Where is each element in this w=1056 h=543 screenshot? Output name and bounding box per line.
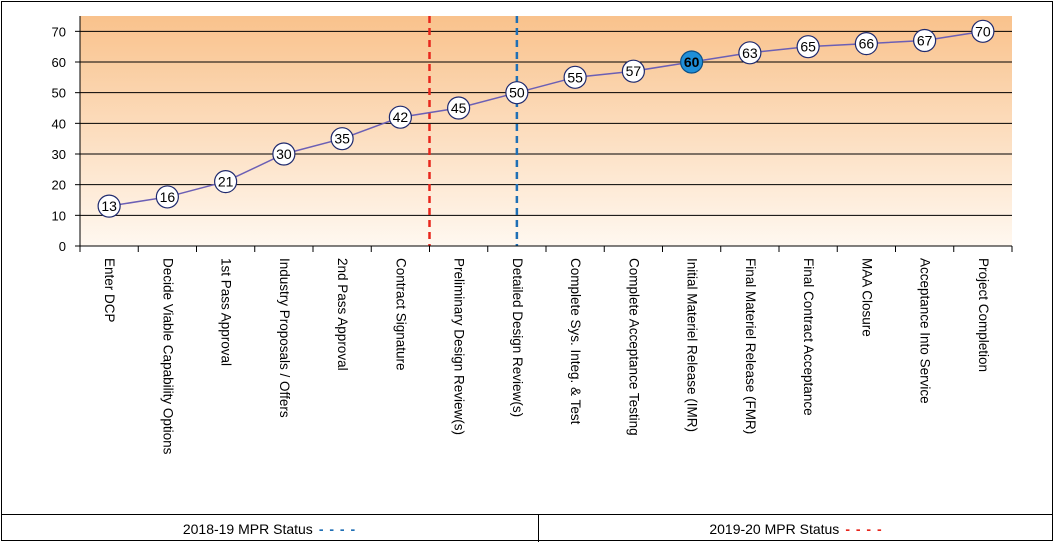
x-category-label: Detailed Design Review(s)	[510, 258, 525, 417]
x-category-label: Complete Acceptance Testing	[626, 258, 641, 436]
data-point-0: 13	[97, 194, 121, 218]
data-point-8: 55	[563, 65, 587, 89]
data-label: 65	[800, 39, 816, 55]
status-markers	[428, 16, 519, 246]
data-point-4: 35	[330, 127, 354, 151]
x-category-label: Decide Viable Capability Options	[160, 258, 175, 455]
series-line	[109, 30, 983, 207]
data-point-13: 66	[854, 31, 878, 56]
point-marker	[680, 50, 704, 74]
data-point-11: 63	[738, 41, 762, 65]
point-marker	[214, 170, 238, 194]
data-label: 16	[160, 189, 176, 205]
point-marker	[796, 35, 820, 59]
y-tick-label: 70	[52, 24, 66, 39]
x-category-label: MAA Closure	[859, 258, 874, 337]
data-point-15: 70	[971, 19, 995, 43]
category-labels: Enter DCP Decide Viable Capability Option…	[102, 258, 991, 455]
point-marker	[854, 31, 878, 56]
data-label: 63	[742, 45, 758, 61]
data-label: 67	[917, 33, 933, 49]
footer-2019-20-status: 2019-20 MPR Status - - - -	[539, 515, 1053, 542]
data-label: 50	[509, 85, 525, 101]
data-label: 42	[393, 109, 409, 125]
data-point-7: 50	[505, 81, 529, 105]
x-category-label: 1st Pass Approval	[219, 258, 234, 366]
x-category-label: Preliminary Design Review(s)	[452, 258, 467, 435]
point-marker	[388, 105, 412, 129]
point-marker	[621, 59, 645, 83]
data-points: 13 16 21 30 35 42 45 50 55 57 60 63 65 66 67 70	[97, 19, 995, 218]
y-tick-label: 0	[59, 239, 66, 254]
data-label: 35	[334, 131, 350, 147]
footer-right-label: 2019-20 MPR Status	[709, 520, 840, 537]
y-tick-label: 50	[52, 86, 66, 101]
data-point-14: 67	[913, 28, 937, 53]
y-tick-label: 20	[52, 178, 66, 193]
data-point-5: 42	[388, 105, 412, 129]
data-label: 60	[684, 54, 700, 70]
data-label: 66	[859, 36, 875, 52]
x-category-label: Final Contract Acceptance	[801, 258, 816, 416]
data-point-10: 60	[680, 50, 704, 74]
x-category-label: 2nd Pass Approval	[335, 258, 350, 371]
blue-dash-legend: - - - -	[318, 520, 357, 537]
data-point-9: 57	[621, 59, 645, 83]
red-dash-legend: - - - -	[845, 520, 883, 537]
point-marker	[505, 81, 529, 105]
y-tick-label: 40	[52, 116, 66, 131]
point-marker	[330, 127, 354, 151]
x-category-label: Enter DCP	[102, 258, 117, 323]
data-point-1: 16	[155, 185, 179, 209]
footer-left-label: 2018-19 MPR Status	[182, 520, 313, 537]
data-label: 21	[218, 174, 234, 190]
data-label: 13	[101, 198, 117, 214]
point-marker	[913, 28, 937, 53]
x-category-label: Initial Materiel Release (IMR)	[685, 258, 700, 432]
point-marker	[563, 65, 587, 89]
plot-background	[80, 16, 1012, 246]
point-marker	[971, 19, 995, 43]
data-label: 70	[975, 23, 991, 39]
x-category-label: Final Materiel Release (FMR)	[743, 258, 758, 434]
point-marker	[155, 185, 179, 209]
data-point-12: 65	[796, 35, 820, 59]
x-category-label: Contract Signature	[393, 258, 408, 371]
point-marker	[272, 142, 296, 166]
data-label: 57	[626, 63, 642, 79]
x-category-label: Acceptance Into Service	[918, 258, 933, 404]
y-tick-label: 10	[52, 208, 66, 223]
milestone-line-chart: 0 10 20 30 40 50 60 70 13 16 21 30 35 42 45 50 55 57 60 63…	[52, 16, 1013, 455]
data-point-2: 21	[214, 170, 238, 194]
x-category-label: Complete Sys. Integ. & Test	[568, 258, 583, 425]
series-polyline	[109, 30, 983, 207]
status-footer: 2018-19 MPR Status - - - - 2019-20 MPR S…	[1, 514, 1053, 542]
data-point-6: 45	[447, 96, 471, 120]
axes: 0 10 20 30 40 50 60 70	[52, 16, 1013, 254]
data-label: 30	[276, 146, 292, 162]
y-tick-label: 60	[52, 55, 66, 70]
y-tick-label: 30	[52, 147, 66, 162]
data-label: 45	[451, 100, 467, 116]
point-marker	[97, 194, 121, 218]
point-marker	[738, 41, 762, 65]
x-category-label: Project Completion	[976, 258, 991, 372]
x-category-label: Industry Proposals / Offers	[277, 258, 292, 418]
data-point-3: 30	[272, 142, 296, 166]
point-marker	[447, 96, 471, 120]
footer-2018-19-status: 2018-19 MPR Status - - - -	[1, 515, 539, 542]
data-label: 55	[567, 69, 583, 85]
